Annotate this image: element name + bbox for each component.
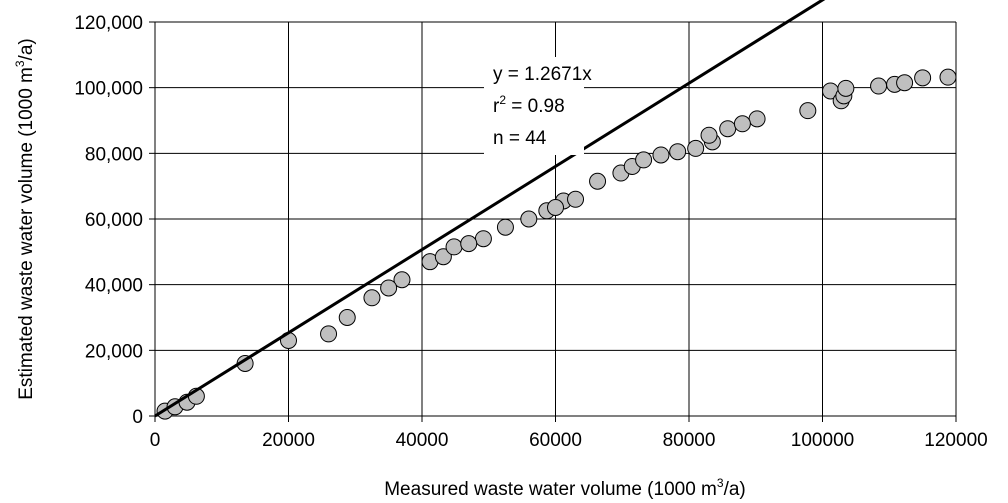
- y-axis-ticks: 0 20,000 40,000 60,000 80,000 100,000 120,000: [74, 13, 155, 428]
- data-point: [687, 139, 705, 157]
- y-tick-label: 60,000: [85, 210, 143, 231]
- axis-title-part: Measured waste water volume (1000 m: [384, 479, 717, 500]
- data-point: [496, 218, 514, 236]
- data-point: [914, 69, 932, 87]
- data-point: [363, 289, 381, 307]
- x-tick-label: 0: [150, 430, 161, 451]
- equation-label: y = 1.2671x: [493, 64, 592, 85]
- data-point: [320, 325, 338, 343]
- axis-title-part: /a): [16, 38, 37, 60]
- data-point: [445, 238, 463, 256]
- r-superscript: 2: [499, 93, 506, 107]
- data-point: [460, 235, 478, 253]
- y-tick-label: 20,000: [85, 341, 143, 362]
- x-axis-ticks: 0 20000 40000 60000 80000 100000 120000: [150, 416, 988, 451]
- x-tick-label: 120000: [924, 430, 987, 451]
- x-tick-label: 80000: [663, 430, 716, 451]
- data-point: [733, 115, 751, 133]
- data-point: [474, 230, 492, 248]
- y-tick-label: 120,000: [74, 13, 143, 34]
- y-tick-label: 80,000: [85, 144, 143, 165]
- y-tick-label: 40,000: [85, 276, 143, 297]
- data-point: [799, 102, 817, 120]
- data-points: [156, 68, 957, 420]
- r-prefix: r: [493, 96, 500, 117]
- y-tick-label: 0: [132, 407, 143, 428]
- x-tick-label: 60000: [529, 430, 582, 451]
- x-tick-label: 20000: [262, 430, 315, 451]
- y-tick-label: 100,000: [74, 79, 143, 100]
- y-axis-title: Estimated waste water volume (1000 m3/a): [13, 38, 37, 400]
- x-tick-label: 100000: [791, 430, 854, 451]
- data-point: [434, 248, 452, 266]
- data-point: [635, 151, 653, 169]
- x-tick-label: 40000: [396, 430, 449, 451]
- data-point: [547, 199, 564, 217]
- r-squared-label: r2 = 0.98: [493, 93, 565, 117]
- data-point: [393, 271, 411, 289]
- data-point: [338, 309, 356, 326]
- data-point: [896, 74, 914, 92]
- data-point: [719, 120, 737, 138]
- data-point: [652, 146, 670, 164]
- r-suffix: = 0.98: [506, 96, 565, 117]
- data-point: [669, 143, 687, 161]
- data-point: [748, 110, 766, 128]
- trend-line: [154, 0, 826, 418]
- data-point: [837, 79, 855, 97]
- annotation-background: [484, 57, 584, 155]
- data-point: [567, 190, 585, 208]
- axis-title-superscript: 3: [717, 476, 724, 490]
- x-axis-title: Measured waste water volume (1000 m3/a): [384, 476, 746, 500]
- data-point: [870, 77, 888, 95]
- axis-title-part: Estimated waste water volume (1000 m: [16, 67, 37, 400]
- data-point: [380, 279, 398, 297]
- data-point: [589, 172, 607, 190]
- data-point: [520, 210, 538, 228]
- axis-title-superscript: 3: [13, 60, 27, 67]
- n-label: n = 44: [493, 128, 547, 149]
- axis-title-part: /a): [724, 479, 746, 500]
- data-point: [700, 126, 718, 144]
- data-point: [939, 68, 957, 86]
